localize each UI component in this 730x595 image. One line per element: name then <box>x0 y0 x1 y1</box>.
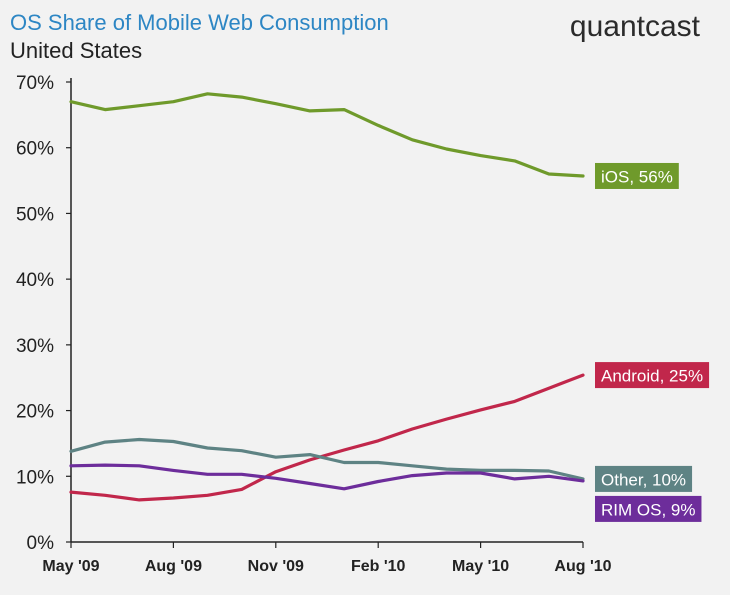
y-tick-label: 70% <box>16 73 54 94</box>
y-tick-label: 40% <box>16 270 54 291</box>
series-line-android <box>69 373 585 502</box>
chart-series-labels: iOS, 56% Android, 25% Other, 10% RIM OS, 9% <box>595 162 710 522</box>
series-label-box <box>595 465 693 492</box>
chart-series <box>69 92 585 502</box>
series-label-box <box>595 162 679 189</box>
x-tick-label: Nov '09 <box>248 558 304 575</box>
x-tick-label: Aug '10 <box>554 558 611 575</box>
series-line-ios <box>69 92 585 178</box>
series-label-other: Other, 10% <box>595 465 693 492</box>
x-tick-label: May '09 <box>42 558 99 575</box>
y-tick-label: 30% <box>16 336 54 357</box>
series-label-text: Android, 25% <box>601 367 703 386</box>
y-tick-label: 0% <box>27 533 55 554</box>
y-tick-label: 50% <box>16 204 54 225</box>
series-line-other <box>69 437 585 481</box>
series-label-box <box>595 495 702 522</box>
chart-axes: 0% 10% 20% 30% 40% 50% 60% 70% May '09 Aug '09 Nov… <box>16 73 612 575</box>
series-label-text: RIM OS, 9% <box>601 500 695 519</box>
series-label-text: iOS, 56% <box>601 167 673 186</box>
series-label-box <box>595 362 710 389</box>
x-tick-label: May '10 <box>452 558 509 575</box>
series-line-rim-os <box>69 463 585 491</box>
y-tick-label: 60% <box>16 139 54 160</box>
y-tick-label: 10% <box>16 467 54 488</box>
chart-subtitle: United States <box>10 38 143 63</box>
series-label-android: Android, 25% <box>595 362 710 389</box>
series-label-ios: iOS, 56% <box>595 162 679 189</box>
quantcast-logo: quantcast <box>569 10 700 43</box>
chart-title: OS Share of Mobile Web Consumption <box>10 10 389 35</box>
y-tick-label: 20% <box>16 402 54 423</box>
series-label-rim-os: RIM OS, 9% <box>595 495 702 522</box>
x-tick-label: Aug '09 <box>145 558 202 575</box>
x-tick-label: Feb '10 <box>351 558 406 575</box>
series-label-text: Other, 10% <box>601 470 686 489</box>
